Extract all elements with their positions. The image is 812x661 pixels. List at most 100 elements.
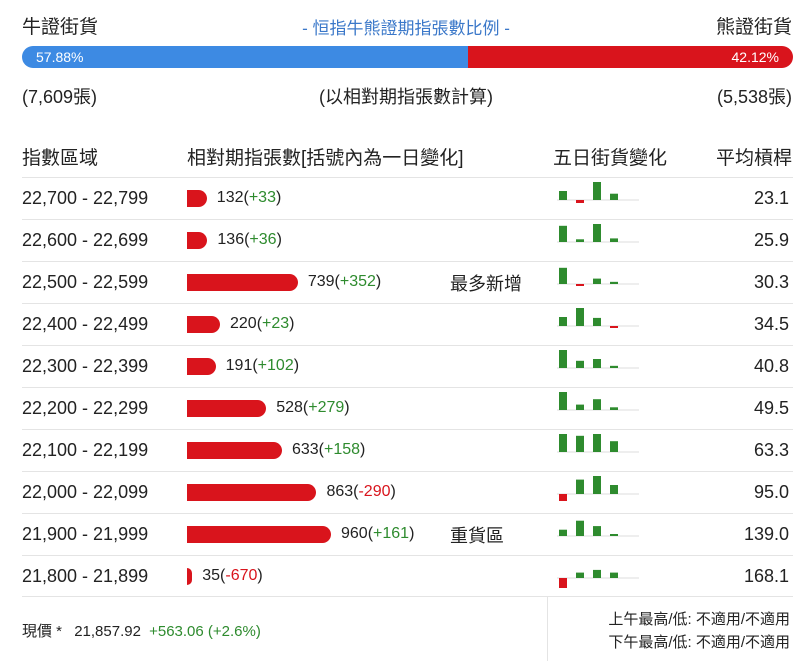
index-range: 22,100 - 22,199 <box>22 440 149 460</box>
table-row: 22,000 - 22,099 863(-290) 95.0 <box>22 471 793 514</box>
paren-open: ( <box>243 189 249 206</box>
sparkline-bar <box>610 365 618 368</box>
paren-open: ( <box>353 483 359 500</box>
index-range: 22,200 - 22,299 <box>22 398 149 418</box>
index-range: 21,800 - 21,899 <box>22 566 149 586</box>
five-day-sparkline <box>557 224 639 243</box>
page-title: - 恒指牛熊證期指張數比例 - <box>302 19 510 38</box>
paren-close: ) <box>409 525 415 542</box>
daily-change: +33 <box>248 189 276 206</box>
contracts-count: 191(+102) <box>226 357 299 375</box>
daily-change: +158 <box>323 441 361 458</box>
sparkline-bar <box>593 399 601 410</box>
five-day-sparkline <box>557 520 639 537</box>
sparkline-bar <box>593 569 601 578</box>
bull-contract-count: (7,609張) <box>22 87 98 107</box>
sparkline-bar <box>576 520 584 536</box>
index-range: 22,300 - 22,399 <box>22 356 149 376</box>
paren-open: ( <box>256 315 263 332</box>
current-price: 現價 * 21,857.92 +563.06 (+2.6%) <box>22 620 261 641</box>
table-row: 22,400 - 22,499 220(+23) 34.5 <box>22 303 793 346</box>
avg-leverage: 40.8 <box>753 356 789 376</box>
column-header-range: 指數區域 <box>22 148 99 169</box>
paren-open: ( <box>244 231 250 248</box>
five-day-sparkline <box>557 267 639 286</box>
table-row: 21,900 - 21,999 960(+161) 重貨區 139.0 <box>22 513 793 556</box>
contracts-value: 960 <box>341 525 368 542</box>
paren-close: ) <box>275 189 282 206</box>
avg-leverage: 63.3 <box>753 440 789 460</box>
index-range: 22,500 - 22,599 <box>22 272 149 292</box>
contracts-count: 528(+279) <box>276 399 349 417</box>
paren-close: ) <box>390 483 396 500</box>
sparkline-bar <box>593 434 601 452</box>
pm-high-low: 下午最高/低: 不適用/不適用 <box>608 634 790 651</box>
avg-leverage: 95.0 <box>753 482 789 502</box>
avg-leverage: 34.5 <box>753 314 789 334</box>
paren-open: ( <box>220 567 226 584</box>
sparkline-bar <box>576 239 584 242</box>
avg-leverage: 168.1 <box>743 566 789 586</box>
sparkline-bar <box>593 317 601 326</box>
sparkline-bar <box>559 392 567 410</box>
contracts-count: 739(+352) <box>308 273 381 291</box>
contracts-count: 863(-290) <box>326 483 395 501</box>
am-high-low: 上午最高/低: 不適用/不適用 <box>608 611 790 628</box>
table-bottom-divider <box>22 596 793 597</box>
daily-change: +161 <box>373 525 410 542</box>
paren-close: ) <box>289 315 295 332</box>
paren-close: ) <box>375 273 382 290</box>
sparkline-bar <box>593 476 601 494</box>
paren-open: ( <box>318 441 324 458</box>
sparkline-bar <box>593 224 601 242</box>
table-row: 22,700 - 22,799 132(+33) 23.1 <box>22 177 793 220</box>
sparkline-bar <box>576 200 584 203</box>
table-row: 22,200 - 22,299 528(+279) 49.5 <box>22 387 793 430</box>
contracts-value: 739 <box>307 273 335 290</box>
contracts-bar <box>187 526 331 543</box>
daily-change: +23 <box>262 315 290 332</box>
bull-bear-ratio-bar: 57.88% 42.12% <box>22 46 793 68</box>
sparkline-bar <box>593 526 601 536</box>
paren-open: ( <box>367 525 374 542</box>
index-range: 21,900 - 21,999 <box>22 524 149 544</box>
avg-leverage: 30.3 <box>753 272 789 292</box>
paren-open: ( <box>302 399 309 416</box>
avg-leverage: 49.5 <box>753 398 789 418</box>
sparkline-bar <box>593 278 601 284</box>
paren-close: ) <box>293 357 300 374</box>
contracts-value: 136 <box>217 231 245 248</box>
contracts-value: 220 <box>230 315 257 332</box>
sparkline-bar <box>610 407 618 410</box>
sparkline-bar <box>559 267 567 284</box>
sparkline-bar <box>610 193 618 200</box>
contracts-bar <box>187 316 220 333</box>
current-price-value: 21,857.92 <box>74 623 141 640</box>
sparkline-bar <box>610 441 618 452</box>
contracts-bar <box>187 442 282 459</box>
sparkline-bar <box>610 326 618 328</box>
sparkline-bar <box>559 350 567 368</box>
contracts-bar <box>187 190 207 207</box>
avg-leverage: 139.0 <box>743 524 789 544</box>
bear-contract-count: (5,538張) <box>716 87 792 107</box>
contracts-count: 136(+36) <box>217 231 282 249</box>
contracts-value: 132 <box>216 189 244 206</box>
five-day-sparkline <box>557 350 639 369</box>
index-range: 22,000 - 22,099 <box>22 482 149 502</box>
sparkline-bar <box>610 534 618 536</box>
contracts-bar <box>187 358 216 375</box>
paren-close: ) <box>344 399 350 416</box>
sparkline-bar <box>593 359 601 368</box>
contracts-bar <box>187 232 208 249</box>
table-row: 22,600 - 22,699 136(+36) 25.9 <box>22 219 793 262</box>
contracts-bar <box>187 400 267 417</box>
contracts-value: 863 <box>326 483 354 500</box>
contracts-count: 960(+161) <box>341 525 414 543</box>
daily-change: -290 <box>358 483 391 500</box>
column-header-five-day: 五日街貨變化 <box>553 148 668 169</box>
sparkline-bar <box>559 529 567 536</box>
contracts-bar <box>187 484 317 501</box>
column-header-contracts: 相對期指張數[括號內為一日變化] <box>187 148 464 169</box>
paren-open: ( <box>252 357 258 374</box>
